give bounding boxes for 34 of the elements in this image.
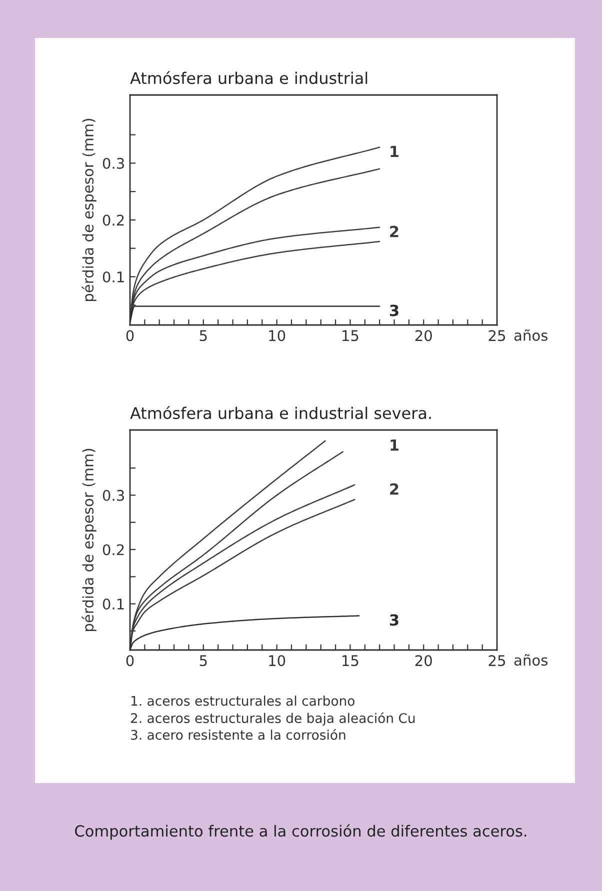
text: 2. aceros estructurales de baja aleación Cu	[130, 712, 415, 726]
text: 1. aceros estructurales al carbono	[131, 696, 354, 706]
x-tick-label: 5	[200, 655, 207, 666]
y-axis-title: pérdida de espesor (mm)	[82, 448, 96, 632]
x-tick-label: 25	[488, 655, 506, 666]
series-label: 2	[390, 226, 398, 238]
series-label: 3	[390, 304, 398, 316]
x-tick-label: 20	[415, 330, 432, 342]
text: Comportamiento frente a la corrosión de diferentes aceros.	[75, 824, 526, 840]
text: 3. acero resistente a la corrosión	[131, 729, 346, 740]
y-tick-label: 0.1	[102, 271, 124, 282]
x-tick-label: 0	[126, 330, 134, 342]
x-tick-label: 10	[269, 655, 286, 666]
x-tick-label: 10	[269, 330, 286, 342]
chart-title: Atmósfera urbana e industrial severa.	[130, 406, 431, 420]
chart-title: Atmósfera urbana e industrial	[130, 71, 368, 84]
y-tick-label: 0.1	[102, 598, 124, 610]
y-axis-title: pérdida de espesor (mm)	[82, 118, 96, 302]
text: 3	[390, 614, 398, 626]
x-tick-label: 0	[126, 655, 134, 666]
text: 2	[390, 483, 398, 495]
x-tick-label: 20	[415, 655, 432, 666]
y-tick-label: 0.3	[102, 158, 124, 169]
x-axis-title: años	[514, 654, 548, 666]
x-tick-label: 5	[200, 330, 207, 342]
text: 1	[390, 439, 399, 451]
x-tick-label: 25	[488, 330, 506, 342]
x-tick-label: 15	[342, 330, 358, 342]
x-tick-label: 15	[342, 655, 358, 666]
x-axis-title: años	[514, 329, 548, 341]
series-label: 1	[390, 146, 399, 158]
y-tick-label: 0.2	[102, 544, 124, 556]
y-tick-label: 0.3	[102, 490, 124, 501]
y-tick-label: 0.2	[102, 214, 124, 226]
